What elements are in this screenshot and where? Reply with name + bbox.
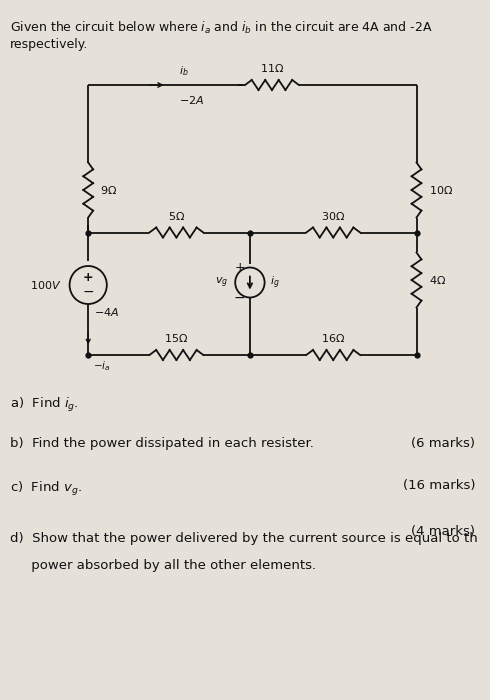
Text: $30\Omega$: $30\Omega$ — [321, 209, 345, 221]
Text: (16 marks): (16 marks) — [403, 480, 475, 493]
Text: power absorbed by all the other elements.: power absorbed by all the other elements… — [10, 559, 316, 572]
Text: $5\Omega$: $5\Omega$ — [168, 209, 185, 221]
Text: $i_b$: $i_b$ — [179, 64, 189, 78]
Text: Given the circuit below where $i_a$ and $i_b$ in the circuit are 4A and -2A: Given the circuit below where $i_a$ and … — [10, 20, 433, 36]
Text: +: + — [234, 261, 245, 274]
Text: $i_g$: $i_g$ — [270, 274, 280, 290]
Text: $-2A$: $-2A$ — [179, 94, 204, 106]
Text: a)  Find $i_g$.: a) Find $i_g$. — [10, 395, 78, 414]
Text: $9\Omega$: $9\Omega$ — [100, 184, 118, 196]
Text: $100V$: $100V$ — [30, 279, 61, 291]
Text: −: − — [233, 290, 245, 304]
Text: $16\Omega$: $16\Omega$ — [321, 332, 345, 344]
Text: $-4A$: $-4A$ — [94, 307, 120, 319]
Text: −: − — [82, 285, 94, 299]
Text: (6 marks): (6 marks) — [411, 438, 475, 451]
Text: $4\Omega$: $4\Omega$ — [429, 274, 446, 286]
Text: $10\Omega$: $10\Omega$ — [429, 184, 453, 196]
Text: $11\Omega$: $11\Omega$ — [260, 62, 284, 74]
Text: d)  Show that the power delivered by the current source is equal to th: d) Show that the power delivered by the … — [10, 532, 478, 545]
Text: (4 marks): (4 marks) — [411, 525, 475, 538]
Text: b)  Find the power dissipated in each resister.: b) Find the power dissipated in each res… — [10, 438, 314, 451]
Text: $15\Omega$: $15\Omega$ — [164, 332, 189, 344]
Text: +: + — [83, 272, 94, 284]
Text: c)  Find $v_g$.: c) Find $v_g$. — [10, 480, 82, 498]
Text: $-i_a$: $-i_a$ — [93, 359, 111, 373]
Text: $v_g$: $v_g$ — [215, 275, 228, 290]
Text: respectively.: respectively. — [10, 38, 88, 51]
